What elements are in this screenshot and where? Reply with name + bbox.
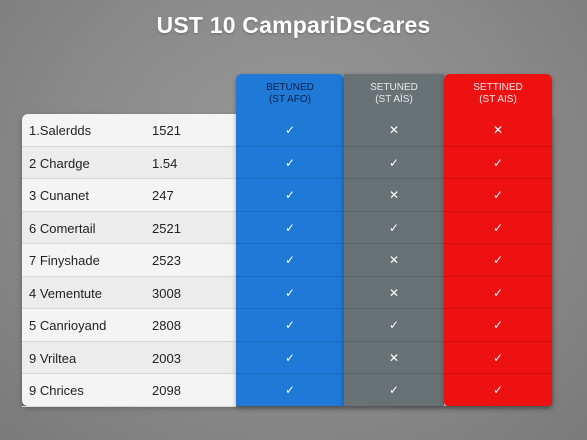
row-name: 4 Vementute xyxy=(29,285,102,301)
check-icon: ✓ xyxy=(444,244,552,277)
cross-icon: ✕ xyxy=(344,277,444,309)
check-icon: ✓ xyxy=(236,212,344,244)
check-icon: ✓ xyxy=(344,374,444,406)
check-icon: ✓ xyxy=(444,179,552,212)
row-name: 6 Comertail xyxy=(29,220,96,236)
row-value: 3008 xyxy=(152,285,181,301)
check-icon: ✓ xyxy=(444,342,552,374)
column-blue: BETUNED (ST AFO) ✓ ✓ ✓ ✓ ✓ ✓ ✓ ✓ ✓ xyxy=(236,74,344,406)
cross-icon: ✕ xyxy=(444,114,552,147)
column-gray: SETUNED (ST AÏS) ✕ ✓ ✕ ✓ ✕ ✕ ✓ ✕ ✓ xyxy=(344,74,444,406)
table-row: 3 Cunanet 247 xyxy=(22,179,236,212)
row-value: 2003 xyxy=(152,350,181,366)
table-row: 9 Chrices 2098 xyxy=(22,374,236,407)
table-row: 4 Vementute 3008 xyxy=(22,276,236,309)
column-header-3-line1: SETTINED xyxy=(473,82,523,93)
row-name: 1.Salerdds xyxy=(29,123,92,138)
check-icon: ✓ xyxy=(236,244,344,277)
row-labels: 1.Salerdds 1521 2 Chardge 1.54 3 Cunanet 247 6… xyxy=(22,114,236,407)
column-header-1-line2: (ST AFO) xyxy=(268,94,312,105)
column-header-2-line1: SETUNED xyxy=(370,82,418,93)
table-row: 6 Comertail 2521 xyxy=(22,211,236,244)
cross-icon: ✕ xyxy=(344,244,444,277)
row-name: 9 Chrices xyxy=(29,383,84,398)
check-icon: ✓ xyxy=(344,147,444,179)
row-value: 1.54 xyxy=(152,155,178,171)
check-icon: ✓ xyxy=(236,179,344,212)
column-header-2-line2: (ST AÏS) xyxy=(375,94,413,105)
table-row: 2 Chardge 1.54 xyxy=(22,146,236,179)
column-header-1: BETUNED (ST AFO) xyxy=(236,74,344,114)
column-2-body: ✕ ✓ ✕ ✓ ✕ ✕ ✓ ✕ ✓ xyxy=(344,114,444,406)
table-row: 1.Salerdds 1521 xyxy=(22,114,236,147)
check-icon: ✓ xyxy=(236,147,344,179)
row-name: 9 Vriltea xyxy=(29,350,77,366)
cross-icon: ✕ xyxy=(344,179,444,212)
row-name: 7 Finyshade xyxy=(29,253,100,268)
table-row: 7 Finyshade 2523 xyxy=(22,244,236,277)
column-header-3: SETTINED (ST AIS) xyxy=(444,74,552,114)
page-title: UST 10 CampariDsCares xyxy=(156,12,431,38)
column-1-body: ✓ ✓ ✓ ✓ ✓ ✓ ✓ ✓ ✓ xyxy=(236,114,344,406)
check-icon: ✓ xyxy=(236,114,344,147)
row-name: 2 Chardge xyxy=(29,155,90,171)
check-icon: ✓ xyxy=(444,374,552,406)
table-row: 9 Vriltea 2003 xyxy=(22,341,236,374)
row-value: 2808 xyxy=(152,318,181,333)
check-icon: ✓ xyxy=(236,342,344,374)
column-header-3-line2: (ST AIS) xyxy=(479,94,517,105)
row-name: 3 Cunanet xyxy=(29,188,89,203)
column-red: SETTINED (ST AIS) ✕ ✓ ✓ ✓ ✓ ✓ ✓ ✓ ✓ xyxy=(444,74,552,406)
check-icon: ✓ xyxy=(344,212,444,244)
row-value: 2521 xyxy=(152,220,181,236)
column-header-2: SETUNED (ST AÏS) xyxy=(344,74,444,114)
row-value: 1521 xyxy=(152,123,181,138)
check-icon: ✓ xyxy=(236,277,344,309)
row-value: 2523 xyxy=(152,253,181,268)
check-icon: ✓ xyxy=(444,309,552,342)
check-icon: ✓ xyxy=(236,309,344,342)
cross-icon: ✕ xyxy=(344,342,444,374)
table-row: 5 Canrioyand 2808 xyxy=(22,309,236,342)
row-value: 2098 xyxy=(152,383,181,398)
row-name: 5 Canrioyand xyxy=(29,318,107,333)
check-icon: ✓ xyxy=(344,309,444,342)
check-icon: ✓ xyxy=(444,277,552,309)
check-icon: ✓ xyxy=(444,147,552,179)
check-icon: ✓ xyxy=(236,374,344,406)
column-3-body: ✕ ✓ ✓ ✓ ✓ ✓ ✓ ✓ ✓ xyxy=(444,114,552,406)
row-value: 247 xyxy=(152,188,174,203)
column-header-1-line1: BETUNED xyxy=(266,82,314,93)
check-icon: ✓ xyxy=(444,212,552,244)
cross-icon: ✕ xyxy=(344,114,444,147)
